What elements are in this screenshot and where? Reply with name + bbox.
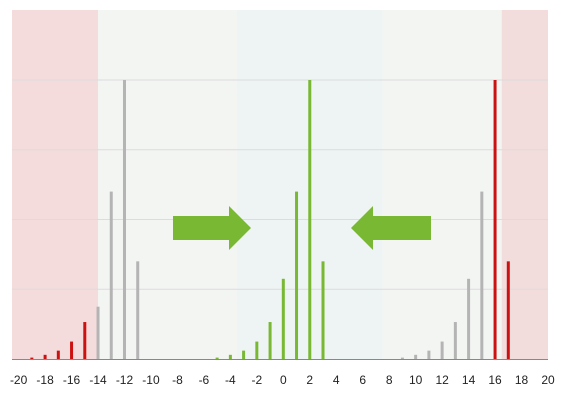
x-tick-label: 2 — [306, 373, 313, 387]
x-tick-labels: -20 -18 -16 -14 -12 -10 -8 -6 -4 -2 0 2 4 6 8 10 12 14 16 1… — [10, 373, 555, 387]
x-tick-label: 12 — [435, 373, 449, 387]
bar — [215, 357, 219, 359]
bar — [43, 354, 47, 359]
region-left-outside — [12, 10, 99, 359]
x-tick-label: 8 — [386, 373, 393, 387]
x-tick-label: 20 — [541, 373, 555, 387]
bar — [70, 341, 74, 359]
x-tick-label: -4 — [225, 373, 236, 387]
x-tick-label: -14 — [89, 373, 107, 387]
bar — [427, 350, 431, 359]
left-arrow — [351, 206, 431, 250]
bar — [480, 191, 484, 359]
bar — [453, 322, 457, 359]
bar — [228, 354, 232, 359]
x-tick-label: -18 — [36, 373, 54, 387]
gridlines — [12, 79, 548, 290]
bar — [242, 350, 246, 359]
bar — [83, 322, 87, 359]
bar — [295, 191, 299, 359]
bar — [268, 322, 272, 359]
bar — [493, 80, 497, 359]
x-tick-label: -12 — [116, 373, 134, 387]
region-left-middle — [98, 10, 237, 359]
x-tick-label: -2 — [252, 373, 263, 387]
bar — [414, 354, 418, 359]
bar — [467, 278, 471, 359]
x-tick-label: -10 — [142, 373, 160, 387]
bar — [122, 80, 126, 359]
bar — [506, 261, 510, 359]
x-tick-label: -6 — [199, 373, 210, 387]
region-right-middle — [382, 10, 502, 359]
x-tick-label: -16 — [63, 373, 81, 387]
bars — [30, 80, 510, 359]
region-backgrounds — [12, 10, 548, 359]
bar — [96, 306, 100, 359]
x-tick-label: -20 — [10, 373, 28, 387]
x-tick-label: 6 — [359, 373, 366, 387]
x-tick-label: 4 — [333, 373, 340, 387]
x-tick-label: 16 — [488, 373, 502, 387]
x-tick-label: 18 — [515, 373, 529, 387]
x-tick-label: 10 — [409, 373, 423, 387]
bar — [308, 80, 312, 359]
bar — [281, 278, 285, 359]
x-tick-label: 0 — [280, 373, 287, 387]
bar — [321, 261, 325, 359]
right-arrow — [173, 206, 251, 250]
bar — [56, 350, 60, 359]
bar — [109, 191, 113, 359]
bar — [255, 341, 259, 359]
annotation-arrows — [173, 206, 431, 250]
bar — [136, 261, 140, 359]
bar — [30, 357, 34, 359]
x-tick-label: -8 — [172, 373, 183, 387]
x-tick-label: 14 — [462, 373, 476, 387]
bar — [400, 357, 404, 359]
bar — [440, 341, 444, 359]
